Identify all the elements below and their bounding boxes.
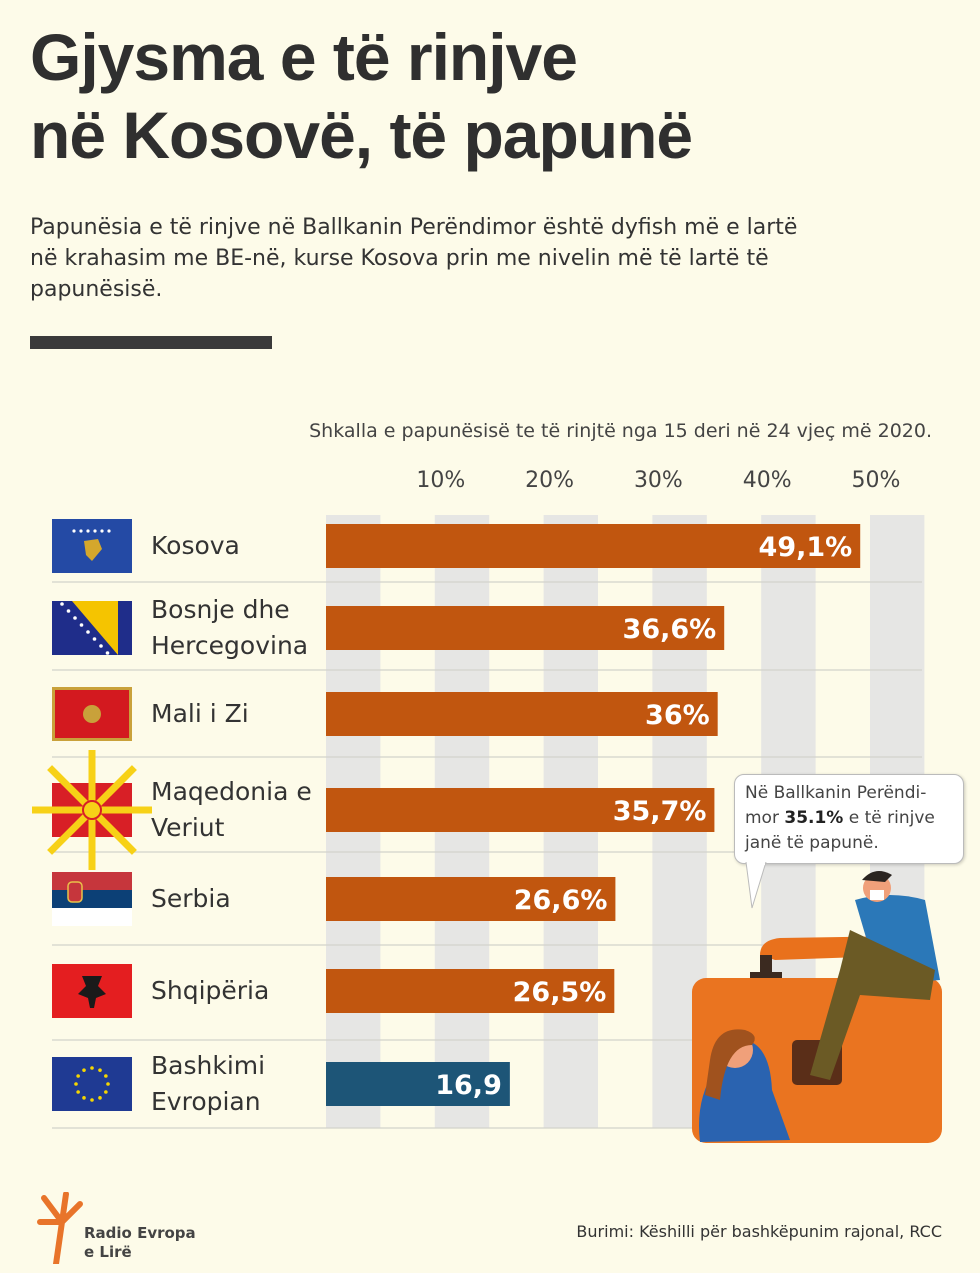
bosnia-flag-icon	[52, 601, 132, 655]
flag-part	[92, 637, 97, 641]
flag-part	[98, 1096, 102, 1100]
kosovo-flag-icon	[52, 519, 132, 573]
callout-text-pre: Në Ballkanin Perëndi-mor	[745, 783, 927, 828]
x-tick-label: 30%	[634, 468, 683, 493]
flag-part	[104, 1090, 108, 1094]
category-label: Maqedonia e	[151, 777, 312, 806]
category-label: Bashkimi	[151, 1051, 265, 1080]
montenegro-flag-icon	[52, 687, 132, 741]
rferl-logo-icon	[37, 1192, 83, 1264]
flag-part	[72, 601, 118, 655]
flag-part	[52, 908, 132, 926]
flag-part	[83, 705, 101, 723]
flag-part	[82, 800, 102, 820]
flag-part	[86, 630, 90, 634]
data-label: 35,7%	[613, 796, 707, 827]
category-label: Kosova	[151, 531, 240, 560]
flag-part	[99, 644, 103, 648]
data-label: 49,1%	[759, 532, 853, 563]
data-label: 36,6%	[623, 614, 717, 645]
bar-bosnje-dhe-hercegovina	[326, 606, 725, 650]
flag-part	[90, 1098, 94, 1102]
flag-part	[66, 609, 71, 613]
flag-part	[82, 1096, 86, 1100]
x-tick-label: 10%	[416, 468, 465, 493]
bar-bashkimi-evropian	[326, 1062, 510, 1106]
data-label: 16,9	[435, 1070, 502, 1101]
x-tick-label: 40%	[743, 468, 792, 493]
source-note: Burimi: Këshilli për bashkëpunim rajonal…	[576, 1222, 942, 1241]
x-tick-label: 50%	[852, 468, 901, 493]
category-label: Mali i Zi	[151, 699, 249, 728]
flag-part	[78, 976, 106, 1008]
category-label: Hercegovina	[151, 631, 308, 660]
data-label: 26,6%	[514, 885, 608, 916]
category-label: Evropian	[151, 1087, 261, 1116]
flag-part	[52, 872, 132, 890]
page-title: Gjysma e të rinjve në Kosovë, të papunë	[30, 18, 693, 174]
flag-part	[82, 1068, 86, 1072]
flag-part	[79, 529, 83, 533]
bar-kosova	[326, 524, 861, 568]
flag-part	[52, 1057, 132, 1111]
flag-part	[86, 529, 90, 533]
title-line-2: në Kosovë, të papunë	[30, 98, 693, 172]
serbia-flag-icon	[52, 872, 132, 926]
man-legs	[810, 930, 935, 1080]
data-label: 26,5%	[513, 977, 607, 1008]
category-label: Serbia	[151, 884, 231, 913]
flag-part	[84, 539, 102, 561]
category-label: Veriut	[151, 813, 225, 842]
bar-maqedonia-e-veriut	[326, 788, 715, 832]
data-label: 36%	[645, 700, 710, 731]
flag-part	[67, 881, 83, 903]
flag-part	[104, 1074, 108, 1078]
flag-part	[60, 602, 64, 606]
bar-serbia	[326, 877, 616, 921]
subtitle: Papunësia e të rinjve në Ballkanin Perën…	[30, 215, 798, 302]
logo-text-line-1: Radio Evropa	[84, 1224, 196, 1242]
callout-text-post: e të rinjve janë të papunë.	[745, 808, 935, 853]
flag-part	[72, 529, 76, 533]
north-macedonia-flag-icon	[32, 750, 152, 870]
unemployed-youth-illustration	[692, 871, 942, 1143]
x-tick-label: 20%	[525, 468, 574, 493]
flag-part	[105, 651, 110, 655]
flag-part	[74, 1082, 78, 1086]
flag-part	[100, 529, 104, 533]
bar-mali-i-zi	[326, 692, 718, 736]
flag-part	[76, 1074, 80, 1078]
title-rule	[30, 336, 272, 349]
logo-text-line-2: e Lirë	[84, 1243, 132, 1261]
bar-shqipëria	[326, 969, 615, 1013]
logo-text: Radio Evropa e Lirë	[84, 1224, 196, 1262]
flag-part	[52, 890, 132, 908]
callout-pointer	[745, 862, 767, 909]
flag-part	[107, 529, 111, 533]
category-label: Bosnje dhe	[151, 595, 290, 624]
callout-value: 35.1%	[784, 808, 844, 828]
callout-bubble: Në Ballkanin Perëndi-mor 35.1% e të rinj…	[734, 774, 964, 864]
title-line-1: Gjysma e të rinjve	[30, 20, 578, 94]
chart-title: Shkalla e papunësisë te të rinjtë nga 15…	[309, 420, 932, 442]
category-label: Shqipëria	[151, 976, 269, 1005]
flag-part	[79, 623, 84, 627]
albania-flag-icon	[52, 964, 132, 1018]
eu-flag-icon	[52, 1057, 132, 1111]
flag-part	[98, 1068, 102, 1072]
flag-part	[90, 1066, 94, 1070]
flag-part	[93, 529, 97, 533]
flag-part	[73, 616, 77, 620]
flag-part	[76, 1090, 80, 1094]
flag-part	[106, 1082, 110, 1086]
